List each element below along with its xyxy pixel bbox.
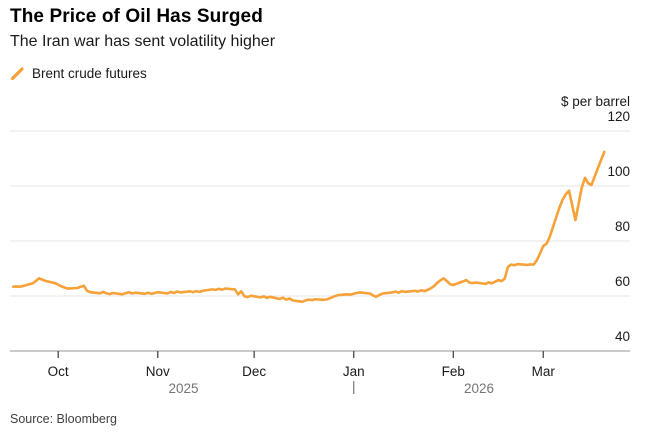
x-tick-label-feb: Feb — [442, 364, 465, 379]
x-tick-label-nov: Nov — [146, 364, 170, 379]
oil-price-line-chart: 40 60 80 100 120 Oct Nov Dec Jan Feb Mar 2025 2026 $… — [10, 94, 630, 396]
series-layer — [11, 150, 606, 304]
y-tick-label-100: 100 — [607, 164, 630, 179]
x-tick-label-dec: Dec — [242, 364, 266, 379]
x-tick-label-jan: Jan — [343, 364, 365, 379]
chart-subtitle: The Iran war has sent volatility higher — [10, 33, 276, 50]
y-tick-label-60: 60 — [615, 274, 630, 289]
legend-line-marker-icon — [10, 67, 24, 81]
x-tick-label-oct: Oct — [48, 364, 69, 379]
legend-series-label: Brent crude futures — [32, 66, 147, 81]
brent-crude-price-line — [11, 150, 606, 304]
legend: Brent crude futures — [10, 66, 147, 81]
page-title: The Price of Oil Has Surged — [10, 6, 263, 27]
axis-layer: 40 60 80 100 120 Oct Nov Dec Jan Feb Mar 2025 2026 — [48, 109, 630, 396]
chart-area: 40 60 80 100 120 Oct Nov Dec Jan Feb Mar 2025 2026 $… — [0, 88, 654, 404]
y-tick-label-80: 80 — [615, 219, 630, 234]
year-label-2025: 2025 — [168, 381, 198, 396]
x-tick-label-mar: Mar — [532, 364, 556, 379]
gridlines-layer — [10, 130, 630, 352]
legend-marker-stroke — [10, 67, 24, 81]
y-tick-label-40: 40 — [615, 329, 630, 344]
source-credit: Source: Bloomberg — [10, 412, 118, 426]
y-axis-unit-label: $ per barrel — [561, 94, 630, 109]
y-tick-label-120: 120 — [607, 109, 630, 124]
year-label-2026: 2026 — [464, 381, 494, 396]
